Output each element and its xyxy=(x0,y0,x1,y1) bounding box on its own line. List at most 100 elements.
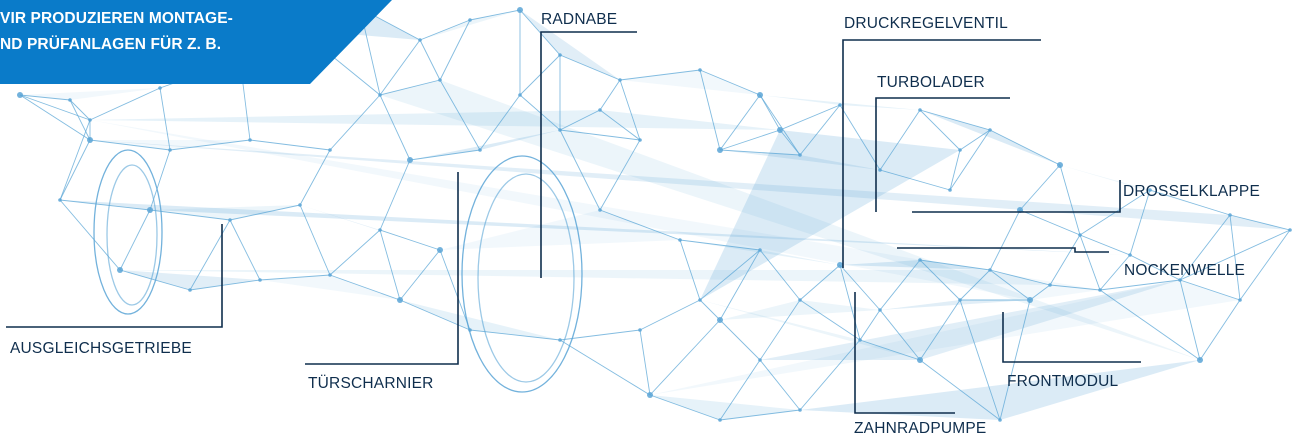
wheel-outlines xyxy=(93,149,583,393)
wireframe-edge xyxy=(249,139,331,151)
wireframe-edge xyxy=(419,19,471,41)
wireframe-node xyxy=(188,288,192,292)
wireframe-edge xyxy=(89,139,171,151)
wireframe-edge xyxy=(599,139,641,211)
wireframe-edge xyxy=(559,339,651,396)
leader-drosselklappe xyxy=(912,180,1121,213)
wireframe-edge xyxy=(839,104,881,171)
wireframe-edge xyxy=(259,274,331,281)
wireframe-edge xyxy=(379,159,411,231)
wireframe-edge xyxy=(919,359,1001,421)
wireframe-edge xyxy=(409,149,481,161)
wireframe-node xyxy=(598,208,602,212)
wireframe-node xyxy=(258,278,262,282)
wireframe-node xyxy=(878,308,882,312)
wireframe-node xyxy=(298,203,302,207)
wireframe-edge xyxy=(759,94,801,156)
label-drosselklappe: DROSSELKLAPPE xyxy=(1123,183,1260,200)
leader-ausgleichsgetriebe xyxy=(6,224,223,328)
wireframe-edge xyxy=(559,54,621,81)
wireframe-edge xyxy=(649,394,721,421)
wireframe-node xyxy=(717,317,723,323)
wireframe-edge xyxy=(599,209,681,241)
wireframe-edge xyxy=(519,54,561,96)
wireframe-edge xyxy=(719,129,781,151)
wireframe-edge xyxy=(1099,279,1181,291)
wireframe-edge xyxy=(1129,254,1181,281)
wireframe-edge xyxy=(879,169,951,191)
wireframe-node xyxy=(147,207,153,213)
wireframe-node xyxy=(757,92,763,98)
rear-wheel-inner xyxy=(106,164,158,306)
wireframe-edge xyxy=(559,129,601,211)
wireframe-edge xyxy=(919,109,991,131)
wireframe-facet xyxy=(20,88,160,100)
wireframe-node xyxy=(638,138,642,142)
wireframe-node xyxy=(558,128,562,132)
leader-zahnradpumpe xyxy=(854,292,955,414)
wireframe-edge xyxy=(59,199,121,271)
wireframe-edge xyxy=(879,259,921,311)
wireframe-edge xyxy=(19,94,71,101)
wireframe-node xyxy=(958,298,962,302)
wireframe-node xyxy=(438,78,442,82)
wireframe-facet xyxy=(60,200,1130,255)
wireframe-node xyxy=(248,138,252,142)
wireframe-edge xyxy=(599,79,621,111)
wireframe-edge xyxy=(169,139,251,151)
wireframe-node xyxy=(478,148,482,152)
wireframe-edge xyxy=(759,249,801,301)
wireframe-edge xyxy=(639,299,701,331)
wireframe-node xyxy=(1148,188,1152,192)
wireframe-node xyxy=(1197,357,1203,363)
wireframe-edge xyxy=(1229,214,1291,231)
wireframe-node xyxy=(228,218,232,222)
wireframe-edge xyxy=(1099,254,1131,291)
wireframe-facet xyxy=(1060,165,1230,215)
wireframe-node xyxy=(1048,283,1052,287)
wireframe-node xyxy=(328,148,332,152)
wireframe-node xyxy=(988,268,992,272)
banner-text: VIR PRODUZIEREN MONTAGE- ND PRÜFANLAGEN … xyxy=(0,6,330,58)
wireframe-edge xyxy=(519,9,561,56)
wireframe-node xyxy=(948,188,952,192)
wireframe-node xyxy=(638,328,642,332)
wireframe-node xyxy=(717,147,723,153)
wireframe-edge xyxy=(439,19,471,81)
wireframe-edge xyxy=(989,269,1051,286)
wireframe-node xyxy=(777,127,783,133)
wireframe-node xyxy=(917,357,923,363)
wireframe-facet xyxy=(520,10,620,80)
wireframe-edge xyxy=(839,264,881,311)
wireframe-node xyxy=(1027,297,1033,303)
wireframe-edge xyxy=(479,94,521,151)
wireframe-edge xyxy=(119,209,151,271)
wireframe-edge xyxy=(959,299,1001,421)
wireframe-edge xyxy=(779,129,801,156)
wireframe-edge xyxy=(399,249,441,301)
wireframe-facet xyxy=(120,270,1050,285)
wireframe-facet xyxy=(720,150,880,170)
wireframe-node xyxy=(678,238,682,242)
label-radnabe: RADNABE xyxy=(541,11,618,28)
front-wheel-inner xyxy=(477,173,575,383)
wireframe-facet xyxy=(920,110,1060,165)
wireframe-facet xyxy=(440,210,680,250)
label-nockenwelle: NOCKENWELLE xyxy=(1124,262,1246,279)
wireframe-facet xyxy=(150,205,300,220)
wireframe-node xyxy=(68,98,72,102)
wireframe-edge xyxy=(379,229,401,301)
wireframe-facet xyxy=(410,130,560,160)
wireframe-node xyxy=(758,248,762,252)
wireframe-edge xyxy=(679,239,701,301)
banner-line-1: VIR PRODUZIEREN MONTAGE- xyxy=(0,10,233,27)
wireframe-edge xyxy=(1029,284,1051,301)
wireframe-node xyxy=(718,418,722,422)
wireframe-node xyxy=(918,258,922,262)
label-turbolader: TURBOLADER xyxy=(877,74,985,91)
wireframe-edge xyxy=(69,99,91,141)
wireframe-edge xyxy=(959,269,991,301)
wireframe-edge xyxy=(859,339,921,361)
wireframe-facet xyxy=(880,300,1030,310)
wireframe-node xyxy=(407,157,413,163)
